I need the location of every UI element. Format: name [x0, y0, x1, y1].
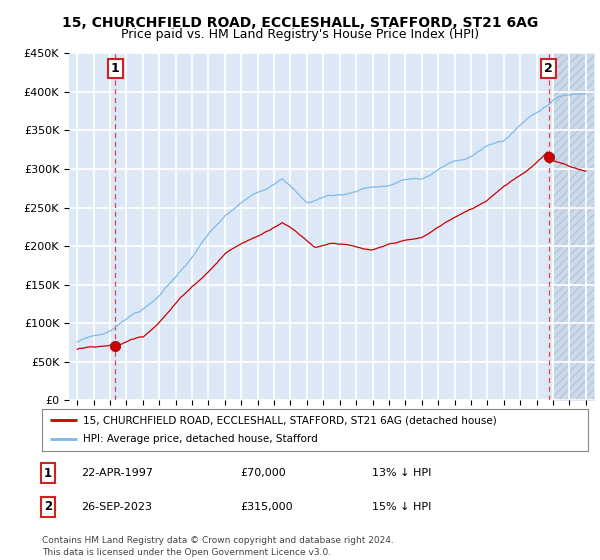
- Text: HPI: Average price, detached house, Stafford: HPI: Average price, detached house, Staf…: [83, 434, 318, 444]
- Text: 22-APR-1997: 22-APR-1997: [81, 468, 153, 478]
- Text: 1: 1: [111, 62, 119, 75]
- Text: 26-SEP-2023: 26-SEP-2023: [81, 502, 152, 512]
- Bar: [553, 53, 600, 400]
- Text: 13% ↓ HPI: 13% ↓ HPI: [372, 468, 431, 478]
- Text: £70,000: £70,000: [240, 468, 286, 478]
- Text: 2: 2: [44, 500, 52, 514]
- Text: 15, CHURCHFIELD ROAD, ECCLESHALL, STAFFORD, ST21 6AG (detached house): 15, CHURCHFIELD ROAD, ECCLESHALL, STAFFO…: [83, 415, 497, 425]
- Text: 1: 1: [44, 466, 52, 480]
- Text: 2: 2: [544, 62, 553, 75]
- Text: 15% ↓ HPI: 15% ↓ HPI: [372, 502, 431, 512]
- Point: [544, 153, 553, 162]
- Text: £315,000: £315,000: [240, 502, 293, 512]
- Text: 15, CHURCHFIELD ROAD, ECCLESHALL, STAFFORD, ST21 6AG: 15, CHURCHFIELD ROAD, ECCLESHALL, STAFFO…: [62, 16, 538, 30]
- Text: Price paid vs. HM Land Registry's House Price Index (HPI): Price paid vs. HM Land Registry's House …: [121, 28, 479, 41]
- Point: [110, 342, 120, 351]
- Text: Contains HM Land Registry data © Crown copyright and database right 2024.
This d: Contains HM Land Registry data © Crown c…: [42, 536, 394, 557]
